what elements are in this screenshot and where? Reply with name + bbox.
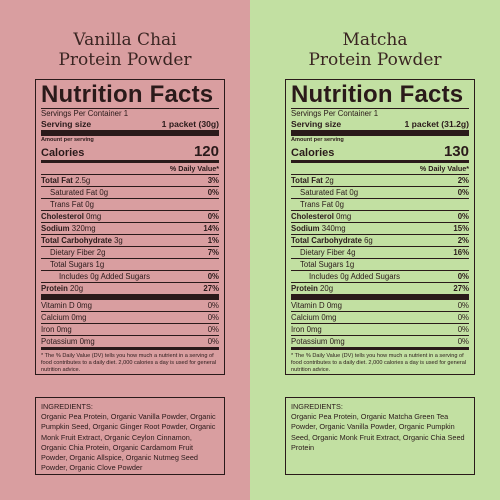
row-protein: Protein 20g 27%: [291, 284, 469, 293]
row-calcium: Calcium 0mg 0%: [291, 313, 469, 322]
calories-value: 130: [443, 143, 469, 160]
row-sodium: Sodium 340mg 15%: [291, 224, 469, 233]
row-saturated-fat: Saturated Fat 0g 0%: [50, 188, 219, 197]
product-title-line2: Protein Powder: [308, 50, 442, 70]
product-title-line1: Vanilla Chai: [73, 30, 177, 50]
nutrition-facts-heading: Nutrition Facts: [291, 81, 464, 108]
servings-per-container: Servings Per Container 1: [291, 109, 379, 118]
row-vitamin-d: Vitamin D 0mg 0%: [41, 301, 219, 310]
row-iron: Iron 0mg 0%: [291, 325, 469, 334]
amount-per-serving: Amount per serving: [291, 137, 344, 143]
serving-size-value: 1 packet (30g): [161, 119, 219, 129]
row-total-sugars: Total Sugars 1g: [300, 260, 355, 269]
daily-value-footnote: * The % Daily Value (DV) tells you how m…: [41, 353, 217, 373]
product-title: Matcha Protein Powder: [250, 30, 500, 70]
servings-per-container: Servings Per Container 1: [41, 109, 129, 118]
nutrition-facts-heading: Nutrition Facts: [41, 81, 214, 108]
ingredients-text: Organic Pea Protein, Organic Vanilla Pow…: [41, 412, 216, 473]
daily-value-header: % Daily Value*: [419, 164, 469, 173]
matcha-panel: Matcha Protein Powder Nutrition Facts Se…: [250, 0, 500, 500]
product-title-line1: Matcha: [342, 30, 408, 50]
row-cholesterol: Cholesterol 0mg 0%: [41, 212, 219, 221]
row-dietary-fiber: Dietary Fiber 2g 7%: [50, 248, 219, 257]
product-title-line2: Protein Powder: [58, 50, 192, 70]
ingredients-box: INGREDIENTS: Organic Pea Protein, Organi…: [285, 397, 475, 475]
calories-row: Calories 120: [41, 144, 219, 160]
daily-value-footnote: * The % Daily Value (DV) tells you how m…: [291, 353, 467, 373]
row-added-sugars: Includes 0g Added Sugars 0%: [59, 272, 219, 281]
ingredients-box: INGREDIENTS: Organic Pea Protein, Organi…: [35, 397, 225, 475]
ingredients-heading: INGREDIENTS:: [291, 402, 343, 411]
row-potassium: Potassium 0mg 0%: [291, 337, 469, 346]
row-sodium: Sodium 320mg 14%: [41, 224, 219, 233]
serving-size-value: 1 packet (31.2g): [404, 119, 469, 129]
row-trans-fat: Trans Fat 0g: [300, 200, 344, 209]
daily-value-header: % Daily Value*: [169, 164, 219, 173]
row-total-carbohydrate: Total Carbohydrate 3g 1%: [41, 236, 219, 245]
row-calcium: Calcium 0mg 0%: [41, 313, 219, 322]
product-title: Vanilla Chai Protein Powder: [0, 30, 250, 70]
row-added-sugars: Includes 0g Added Sugars 0%: [309, 272, 469, 281]
serving-size: Serving size 1 packet (30g): [41, 119, 219, 130]
serving-size-label: Serving size: [291, 119, 342, 129]
row-iron: Iron 0mg 0%: [41, 325, 219, 334]
vanilla-chai-panel: Vanilla Chai Protein Powder Nutrition Fa…: [0, 0, 250, 500]
row-trans-fat: Trans Fat 0g: [50, 200, 94, 209]
amount-per-serving: Amount per serving: [41, 137, 94, 143]
row-total-carbohydrate: Total Carbohydrate 6g 2%: [291, 236, 469, 245]
serving-size: Serving size 1 packet (31.2g): [291, 119, 469, 130]
nutrition-facts-label: Nutrition Facts Servings Per Container 1…: [35, 79, 225, 375]
row-total-fat: Total Fat 2.5g 3%: [41, 176, 219, 185]
row-saturated-fat: Saturated Fat 0g 0%: [300, 188, 469, 197]
row-cholesterol: Cholesterol 0mg 0%: [291, 212, 469, 221]
row-protein: Protein 20g 27%: [41, 284, 219, 293]
serving-size-label: Serving size: [41, 119, 92, 129]
ingredients-text: Organic Pea Protein, Organic Matcha Gree…: [291, 412, 465, 452]
calories-label: Calories: [41, 147, 85, 159]
row-dietary-fiber: Dietary Fiber 4g 16%: [300, 248, 469, 257]
row-vitamin-d: Vitamin D 0mg 0%: [291, 301, 469, 310]
calories-row: Calories 130: [291, 144, 469, 160]
calories-value: 120: [193, 143, 219, 160]
row-total-sugars: Total Sugars 1g: [50, 260, 105, 269]
nutrition-facts-label: Nutrition Facts Servings Per Container 1…: [285, 79, 475, 375]
row-potassium: Potassium 0mg 0%: [41, 337, 219, 346]
row-total-fat: Total Fat 2g 2%: [291, 176, 469, 185]
calories-label: Calories: [291, 147, 335, 159]
ingredients-heading: INGREDIENTS:: [41, 402, 93, 411]
